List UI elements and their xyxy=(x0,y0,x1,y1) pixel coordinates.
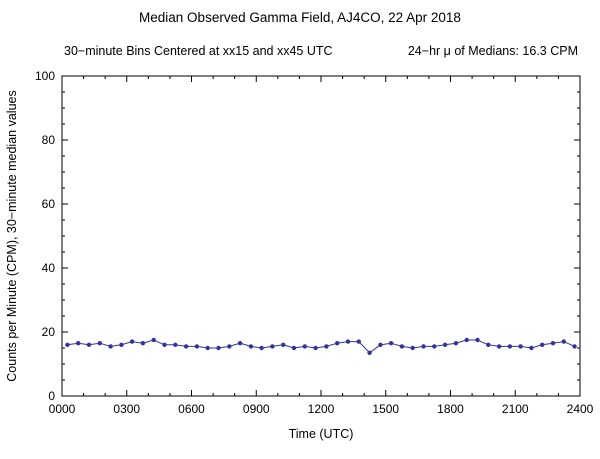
data-point-marker xyxy=(324,344,329,349)
data-point-marker xyxy=(388,341,394,346)
chart-subtitle-mean: 24−hr μ of Medians: 16.3 CPM xyxy=(407,44,578,58)
data-point-marker xyxy=(108,344,113,349)
data-point-marker xyxy=(486,342,491,347)
y-tick-label: 80 xyxy=(42,133,56,147)
x-axis-tick-labels: 0000 0300 0600 0900 1200 1500 1800 2100 2400 xyxy=(49,402,594,416)
data-point-marker xyxy=(367,350,372,355)
data-point-marker xyxy=(183,344,189,349)
x-tick-label: 1200 xyxy=(308,402,335,416)
x-tick-label: 0300 xyxy=(113,402,140,416)
data-point-marker xyxy=(399,344,405,349)
y-tick-label: 60 xyxy=(42,197,56,211)
x-tick-label: 0600 xyxy=(178,402,205,416)
chart-subtitle-bins: 30−minute Bins Centered at xx15 and xx45… xyxy=(64,44,333,58)
x-axis-title: Time (UTC) xyxy=(289,427,354,441)
data-point-marker xyxy=(65,342,70,347)
data-point-marker xyxy=(421,344,426,349)
y-tick-label: 0 xyxy=(48,389,55,403)
x-tick-label: 0000 xyxy=(49,402,76,416)
y-axis-title: Counts per Minute (CPM), 30−minute media… xyxy=(5,90,19,381)
data-point-marker xyxy=(410,345,415,351)
data-point-marker xyxy=(507,344,513,349)
data-point-marker xyxy=(140,341,146,346)
data-point-marker xyxy=(97,341,103,346)
data-point-marker xyxy=(302,344,307,349)
data-point-marker xyxy=(335,341,340,346)
data-point-marker xyxy=(345,339,351,344)
y-tick-label: 100 xyxy=(35,69,55,83)
data-point-marker xyxy=(518,344,523,349)
data-point-marker xyxy=(194,344,200,349)
y-axis-tick-labels: 0 20 40 60 80 100 xyxy=(35,69,55,403)
chart-title: Median Observed Gamma Field, AJ4CO, 22 A… xyxy=(139,10,461,25)
data-point-marker xyxy=(216,345,221,351)
x-tick-label: 1800 xyxy=(437,402,464,416)
data-point-marker xyxy=(540,342,545,347)
y-tick-label: 20 xyxy=(42,325,56,339)
x-tick-label: 2100 xyxy=(502,402,529,416)
data-point-marker xyxy=(119,342,124,347)
data-point-marker xyxy=(291,345,297,351)
data-point-marker xyxy=(151,337,156,343)
data-point-marker xyxy=(313,345,318,351)
data-point-marker xyxy=(453,341,459,346)
data-point-marker xyxy=(237,341,243,346)
data-point-marker xyxy=(86,342,92,347)
data-point-marker xyxy=(162,342,167,347)
x-tick-label: 2400 xyxy=(567,402,594,416)
data-point-marker xyxy=(227,344,232,349)
y-axis-ticks xyxy=(62,75,580,397)
plot-frame xyxy=(61,75,581,397)
median-series-markers xyxy=(65,337,577,355)
data-point-marker xyxy=(572,344,577,349)
x-axis-ticks xyxy=(61,76,581,396)
data-point-marker xyxy=(529,345,534,351)
data-point-marker xyxy=(561,339,566,344)
data-point-marker xyxy=(281,342,286,347)
data-point-marker xyxy=(496,344,502,349)
data-point-marker xyxy=(356,339,361,344)
data-point-marker xyxy=(205,345,210,351)
data-point-marker xyxy=(475,337,480,343)
data-point-marker xyxy=(248,344,254,349)
data-point-marker xyxy=(464,337,469,343)
x-tick-label: 0900 xyxy=(243,402,270,416)
y-tick-label: 40 xyxy=(42,261,56,275)
data-point-marker xyxy=(432,344,437,349)
data-point-marker xyxy=(442,342,448,347)
data-point-marker xyxy=(378,342,383,347)
data-point-marker xyxy=(270,344,275,349)
data-point-marker xyxy=(129,339,135,344)
data-point-marker xyxy=(76,341,81,346)
x-tick-label: 1500 xyxy=(372,402,399,416)
data-point-marker xyxy=(259,345,264,351)
data-point-marker xyxy=(173,342,178,347)
data-point-marker xyxy=(550,341,556,346)
gamma-field-plot: 0000 0300 0600 0900 1200 1500 1800 2100 2400 0 20 4… xyxy=(5,69,594,441)
